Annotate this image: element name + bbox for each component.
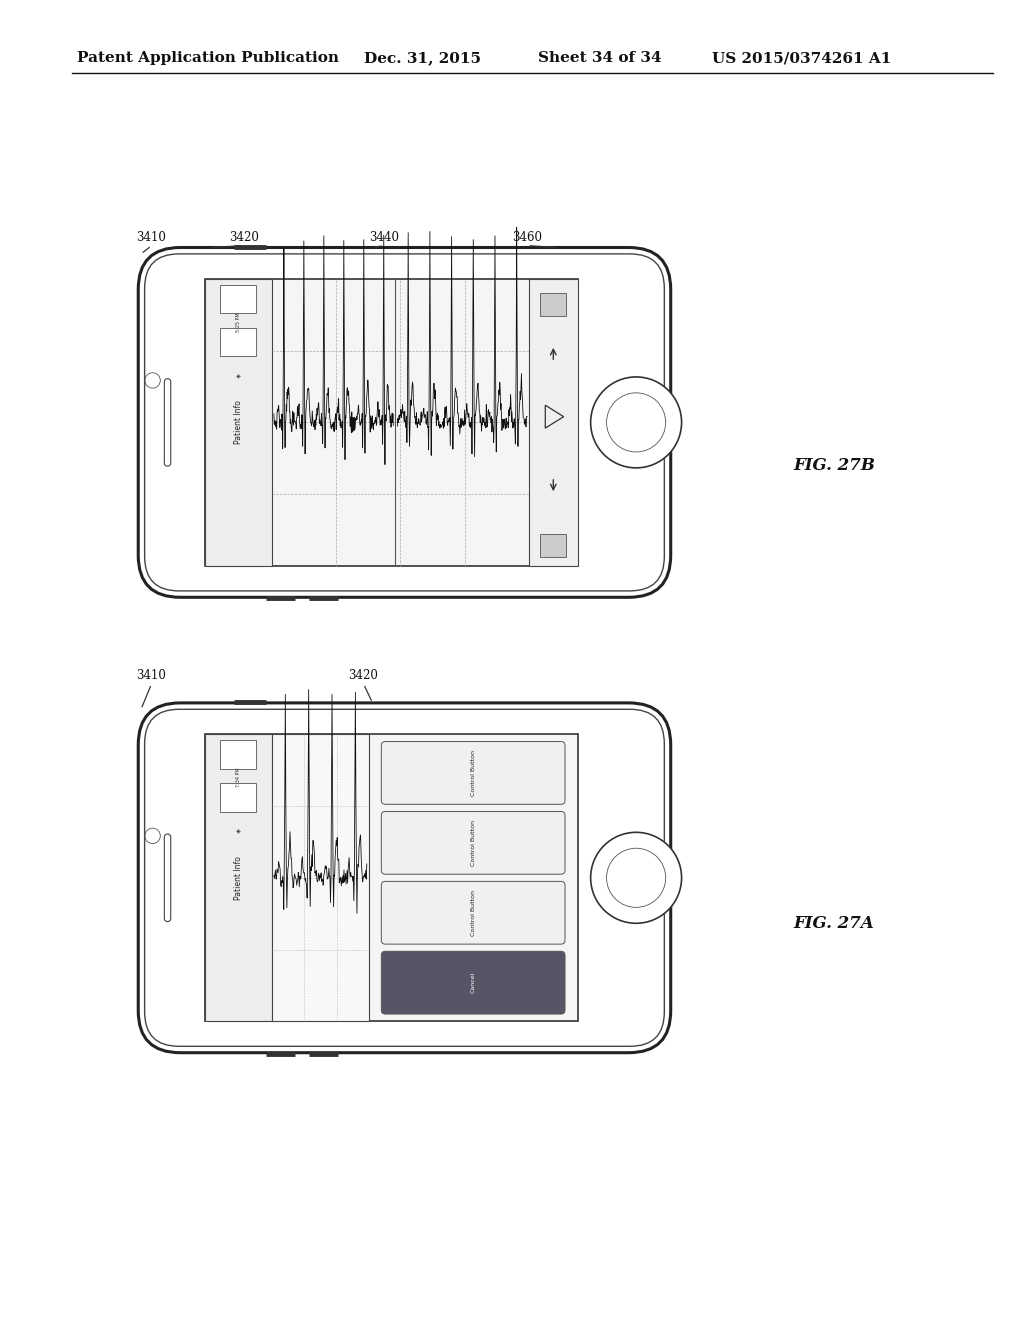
- Bar: [219, 783, 256, 812]
- FancyBboxPatch shape: [381, 952, 565, 1014]
- Bar: [205, 279, 578, 566]
- Text: US 2015/0374261 A1: US 2015/0374261 A1: [712, 51, 891, 65]
- Circle shape: [591, 833, 682, 923]
- Text: 3460: 3460: [512, 231, 543, 244]
- Bar: [205, 734, 578, 1022]
- FancyBboxPatch shape: [381, 742, 565, 804]
- Text: 3410: 3410: [136, 669, 167, 682]
- Text: 3420: 3420: [228, 231, 259, 244]
- Text: ◈: ◈: [236, 374, 241, 379]
- Text: 3410: 3410: [136, 231, 167, 244]
- Circle shape: [591, 378, 682, 467]
- Bar: [540, 293, 566, 317]
- Text: 7:34 PM: 7:34 PM: [236, 768, 241, 787]
- Text: Dec. 31, 2015: Dec. 31, 2015: [364, 51, 480, 65]
- Bar: [529, 279, 578, 566]
- FancyBboxPatch shape: [381, 812, 565, 874]
- Text: Patent Application Publication: Patent Application Publication: [77, 51, 339, 65]
- Text: 3420: 3420: [348, 669, 379, 682]
- Bar: [219, 741, 256, 768]
- Text: Control Button: Control Button: [471, 820, 476, 866]
- Text: Patient Info: Patient Info: [233, 855, 243, 900]
- FancyBboxPatch shape: [381, 882, 565, 944]
- Text: Control Button: Control Button: [471, 750, 476, 796]
- Bar: [205, 279, 272, 566]
- Text: 5:25 PM: 5:25 PM: [236, 313, 241, 331]
- Bar: [205, 734, 272, 1022]
- Text: Patient Info: Patient Info: [233, 400, 243, 445]
- Bar: [272, 734, 369, 1022]
- Text: Cancel: Cancel: [471, 972, 476, 994]
- FancyBboxPatch shape: [138, 248, 671, 597]
- Bar: [219, 327, 256, 356]
- Text: Control Button: Control Button: [471, 890, 476, 936]
- Text: ◈: ◈: [236, 829, 241, 834]
- Text: Sheet 34 of 34: Sheet 34 of 34: [538, 51, 662, 65]
- FancyBboxPatch shape: [138, 702, 671, 1053]
- Text: FIG. 27B: FIG. 27B: [794, 458, 876, 474]
- Bar: [540, 535, 566, 557]
- Bar: [219, 285, 256, 313]
- Text: 3440: 3440: [369, 231, 399, 244]
- Text: FIG. 27A: FIG. 27A: [794, 916, 874, 932]
